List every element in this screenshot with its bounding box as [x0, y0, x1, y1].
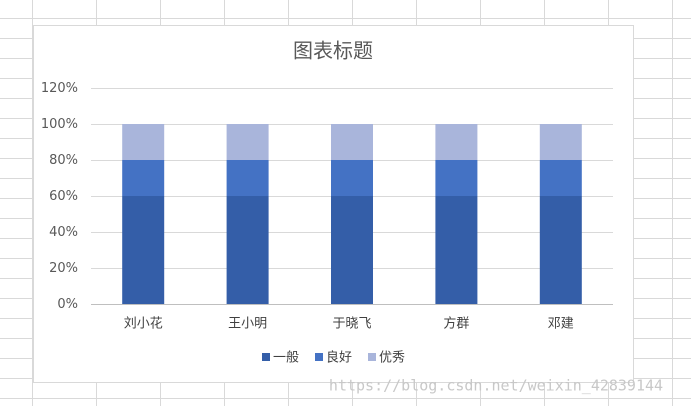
bar-segment [226, 196, 269, 304]
x-tick-label: 于晓飞 [332, 317, 371, 332]
legend-swatch [368, 353, 376, 361]
bar-segment [122, 124, 165, 160]
bar-segment [226, 160, 269, 196]
y-tick-label: 120% [41, 81, 78, 96]
bar-segment [331, 124, 373, 160]
bar-segment [331, 196, 373, 304]
y-tick-label: 100% [41, 117, 78, 132]
x-tick-label: 王小明 [228, 317, 267, 332]
legend-label: 优秀 [379, 351, 405, 366]
watermark: https://blog.csdn.net/weixin_42839144 [329, 377, 663, 395]
y-tick-label: 0% [57, 297, 78, 312]
chart-title: 图表标题 [293, 39, 373, 63]
bar-segment [331, 160, 373, 196]
bar-segment [539, 124, 582, 160]
bar-segment [122, 160, 165, 196]
bar-segment [539, 160, 582, 196]
y-tick-label: 60% [49, 189, 78, 204]
legend-label: 一般 [273, 350, 299, 366]
y-tick-label: 40% [49, 225, 78, 240]
bar-segment [435, 160, 478, 196]
x-tick-label: 邓建 [548, 317, 574, 332]
legend-swatch [315, 353, 323, 361]
bar-segment [539, 196, 582, 304]
bar-segment [435, 124, 478, 160]
x-tick-label: 刘小花 [124, 316, 163, 332]
bar-segment [226, 124, 269, 160]
y-tick-label: 20% [49, 261, 78, 276]
y-tick-label: 80% [49, 153, 78, 168]
legend-swatch [262, 353, 270, 361]
x-tick-label: 方群 [443, 316, 469, 332]
bar-segment [122, 196, 165, 304]
legend-label: 良好 [326, 350, 352, 366]
bar-segment [435, 196, 478, 304]
